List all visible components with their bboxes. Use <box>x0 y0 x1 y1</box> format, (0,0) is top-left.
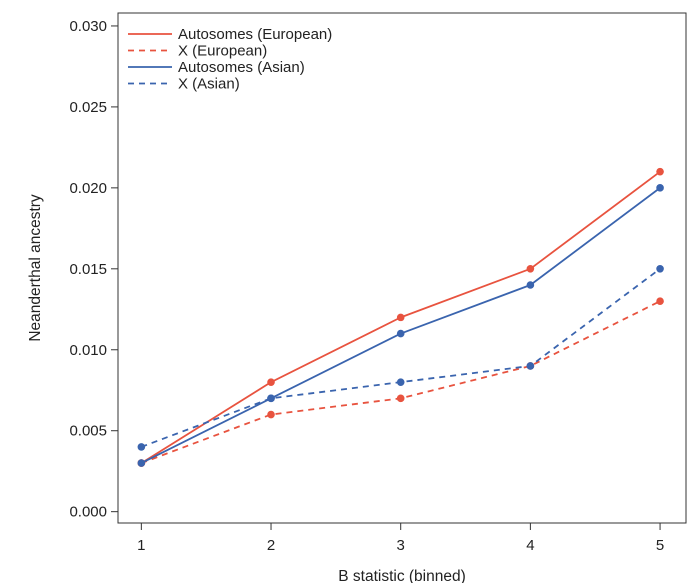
data-point-x-asian <box>396 378 405 386</box>
data-point-x-european <box>396 394 405 403</box>
legend-label: X (European) <box>178 43 267 60</box>
legend: Autosomes (European)X (European)Autosome… <box>128 26 332 93</box>
y-tick-label: 0.000 <box>69 504 107 521</box>
data-point-autosomes-european <box>526 265 535 273</box>
x-axis-label: B statistic (binned) <box>338 568 466 583</box>
x-tick-label: 2 <box>267 537 275 554</box>
y-axis: 0.000 0.005 0.010 0.015 0.020 0.025 0.030 <box>69 18 118 521</box>
x-tick-label: 5 <box>656 537 664 554</box>
y-tick-label: 0.025 <box>69 99 107 116</box>
legend-label: X (Asian) <box>178 76 240 93</box>
series-layer <box>137 167 664 467</box>
x-tick-label: 1 <box>137 537 145 554</box>
y-tick-label: 0.015 <box>69 261 107 278</box>
series-line-x-asian <box>141 268 661 448</box>
data-point-x-asian <box>267 394 275 403</box>
data-point-x-asian <box>656 265 664 273</box>
data-point-autosomes-european <box>396 313 405 322</box>
y-tick-label: 0.010 <box>69 342 107 359</box>
y-tick-label: 0.005 <box>69 423 107 440</box>
data-point-x-european <box>267 410 275 419</box>
data-point-x-asian <box>526 362 535 370</box>
y-axis-label: Neanderthal ancestry <box>27 194 44 342</box>
legend-label: Autosomes (Asian) <box>178 59 305 76</box>
data-point-autosomes-european <box>656 167 664 176</box>
y-tick-label: 0.030 <box>69 18 107 35</box>
legend-label: Autosomes (European) <box>178 26 332 43</box>
data-point-autosomes-asian <box>526 281 535 289</box>
data-point-autosomes-asian <box>656 184 664 192</box>
data-point-x-european <box>656 297 664 305</box>
y-tick-label: 0.020 <box>69 180 107 197</box>
data-point-autosomes-asian <box>396 329 405 338</box>
x-tick-label: 3 <box>397 537 405 554</box>
data-point-autosomes-asian <box>137 459 146 467</box>
data-point-autosomes-european <box>267 378 275 386</box>
x-tick-label: 4 <box>526 537 534 554</box>
data-point-x-asian <box>137 443 146 451</box>
plot-frame <box>117 12 687 524</box>
x-axis: 1 2 3 4 5 <box>137 523 664 554</box>
